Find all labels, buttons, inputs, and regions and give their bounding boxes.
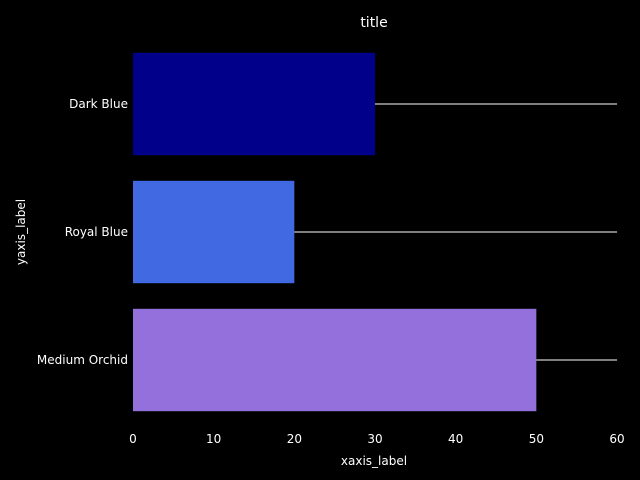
x-tick-label: 40 [448,432,463,446]
y-tick-label: Medium Orchid [37,353,128,367]
bar-dark-blue [133,52,375,156]
y-tick-label: Royal Blue [65,225,128,239]
x-tick-label: 20 [287,432,302,446]
plot-area: Dark Blue Royal Blue Medium Orchid [37,52,617,412]
x-tick-label: 60 [609,432,624,446]
y-axis-label: yaxis_label [14,199,28,265]
bar-medium-orchid [133,308,537,412]
x-axis-label: xaxis_label [341,454,407,468]
x-axis-ticks: 0 10 20 30 40 50 60 [129,432,624,446]
bar-royal-blue [133,180,295,284]
x-tick-label: 30 [367,432,382,446]
x-tick-label: 10 [206,432,221,446]
x-tick-label: 50 [529,432,544,446]
chart-title: title [360,15,387,31]
x-tick-label: 0 [129,432,137,446]
y-tick-label: Dark Blue [69,97,128,111]
